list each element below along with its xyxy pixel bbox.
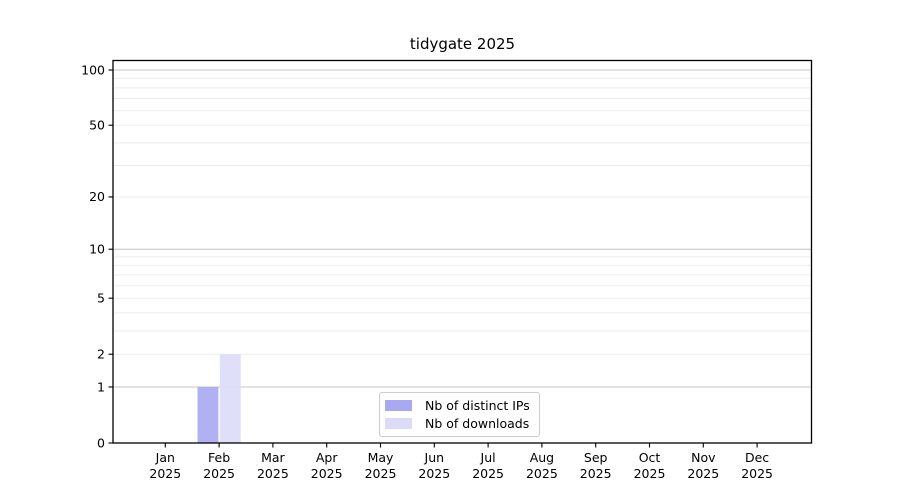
y-tick-label: 50	[89, 118, 105, 133]
x-tick-label-month: Jul	[480, 450, 496, 465]
chart-title: tidygate 2025	[409, 35, 516, 53]
legend: Nb of distinct IPs Nb of downloads	[379, 392, 540, 437]
plot-border	[112, 59, 813, 444]
y-tick-label: 20	[89, 189, 105, 204]
x-tick-label-month: Dec	[745, 450, 769, 465]
y-tick-label: 10	[89, 241, 105, 256]
legend-item-downloads: Nb of downloads	[385, 416, 530, 431]
x-tick-label-year: 2025	[257, 466, 289, 481]
x-tick-label-month: Apr	[316, 450, 338, 465]
x-tick-label-year: 2025	[203, 466, 235, 481]
bar-feb-series0	[197, 386, 219, 443]
x-tick-label-year: 2025	[687, 466, 719, 481]
y-tick-label: 5	[97, 290, 105, 305]
y-tick-label: 1	[97, 379, 105, 394]
x-tick-label-year: 2025	[149, 466, 181, 481]
x-tick-label-month: May	[368, 450, 394, 465]
x-tick-label-month: Mar	[261, 450, 285, 465]
x-tick-label-year: 2025	[365, 466, 397, 481]
x-tick-label-year: 2025	[311, 466, 343, 481]
x-tick-label-month: Sep	[584, 450, 608, 465]
y-tick-label: 2	[97, 347, 105, 362]
legend-swatch-downloads	[385, 418, 412, 429]
x-tick-label-year: 2025	[634, 466, 666, 481]
legend-swatch-distinct-ips	[385, 400, 412, 411]
bar-feb-series1	[219, 354, 241, 443]
legend-label-downloads: Nb of downloads	[425, 416, 530, 431]
y-tick-label: 100	[81, 62, 105, 77]
x-tick-label-year: 2025	[472, 466, 504, 481]
x-tick-label-month: Nov	[691, 450, 716, 465]
x-tick-label-month: Feb	[208, 450, 230, 465]
x-tick-label-month: Oct	[639, 450, 661, 465]
x-tick-label-year: 2025	[418, 466, 450, 481]
x-tick-label-year: 2025	[741, 466, 773, 481]
x-tick-label-month: Jun	[424, 450, 445, 465]
x-tick-label-month: Jan	[155, 450, 175, 465]
y-tick-label: 0	[97, 435, 105, 450]
legend-label-distinct-ips: Nb of distinct IPs	[425, 398, 530, 413]
legend-item-distinct-ips: Nb of distinct IPs	[385, 398, 530, 413]
x-tick-label-month: Aug	[530, 450, 554, 465]
x-tick-label-year: 2025	[526, 466, 558, 481]
x-tick-label-year: 2025	[580, 466, 612, 481]
